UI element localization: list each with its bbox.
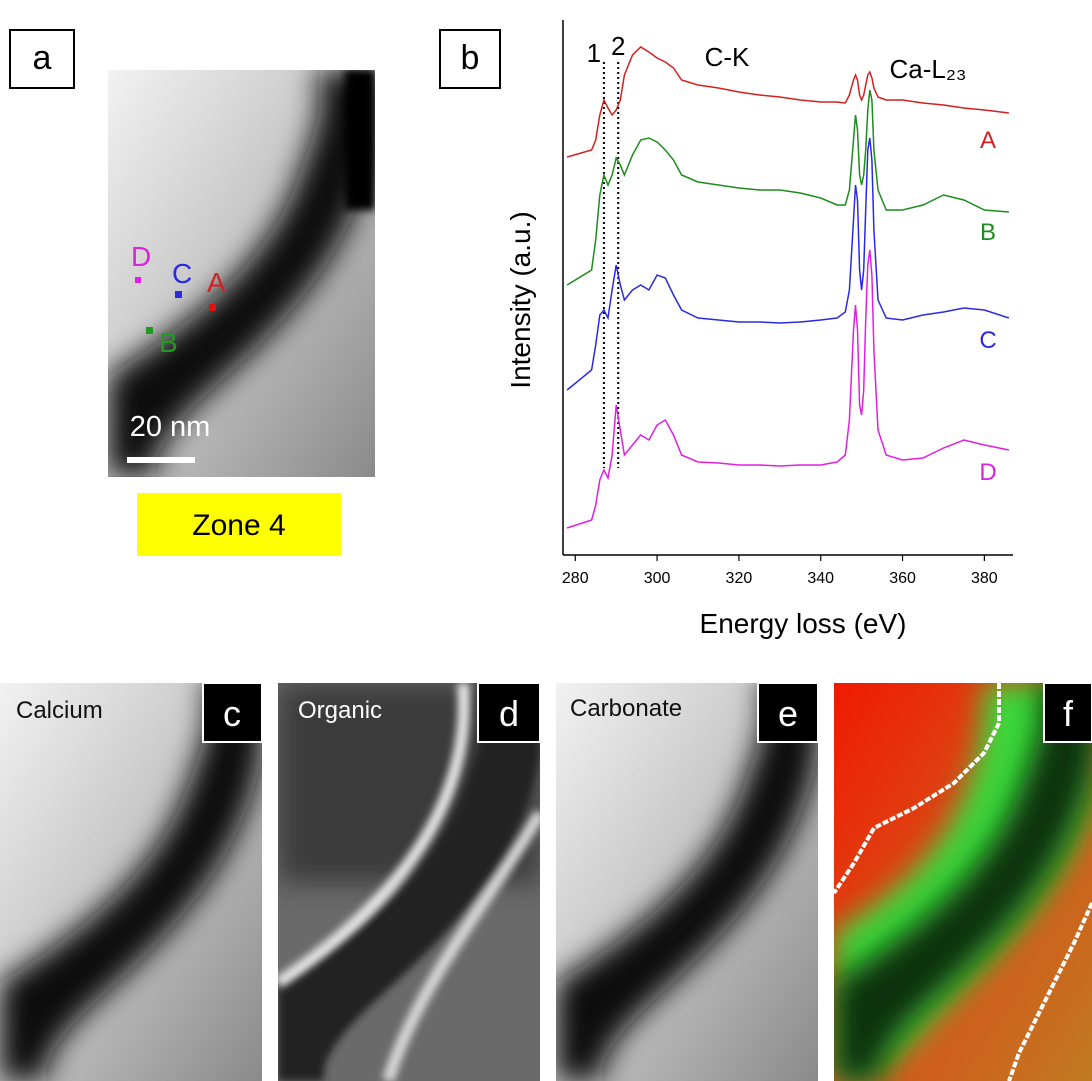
page: a D C A B 20 nm Zone 4 b Energy loss (eV… [0, 0, 1092, 1081]
map-title: Organic [298, 697, 382, 724]
annotation: Ca-L₂₃ [889, 54, 966, 84]
point-label: D [131, 241, 151, 272]
panel-letter: e [778, 693, 798, 734]
peak-label: 1 [587, 38, 601, 68]
series-line [567, 250, 1009, 528]
point-marker [146, 327, 153, 334]
y-axis-label: Intensity (a.u.) [505, 211, 536, 388]
panel-letter: d [499, 693, 519, 734]
x-tick-label: 320 [726, 570, 753, 587]
zone-label: Zone 4 [192, 509, 285, 542]
series-label: A [980, 127, 996, 154]
map-f: f [834, 683, 1092, 1081]
point-marker [135, 277, 141, 283]
map-title: Calcium [16, 697, 103, 724]
peak-label: 2 [611, 31, 625, 61]
scale-bar-label: 20 nm [130, 411, 211, 443]
series-label: C [979, 327, 996, 354]
point-marker [209, 304, 216, 311]
series-label: B [980, 219, 996, 246]
x-tick-label: 380 [971, 570, 998, 587]
figure: a D C A B 20 nm Zone 4 b Energy loss (eV… [0, 0, 1092, 1081]
series-label: D [979, 459, 996, 486]
map-c: Calcium c [0, 683, 262, 1081]
map-title: Carbonate [570, 695, 682, 722]
scale-bar [127, 457, 195, 463]
x-tick-label: 300 [644, 570, 671, 587]
series-line [567, 138, 1009, 390]
x-axis-label: Energy loss (eV) [700, 608, 907, 639]
series-line [567, 90, 1009, 285]
panel-letter: b [461, 39, 480, 77]
map-d: Organic d [278, 683, 540, 1081]
panel-letter: c [223, 693, 241, 734]
panel-letter: f [1063, 693, 1074, 734]
panel-letter: a [33, 39, 52, 77]
point-marker [175, 291, 182, 298]
x-tick-label: 340 [807, 570, 834, 587]
annotation: C-K [705, 42, 750, 72]
point-label: C [172, 258, 192, 289]
map-e: Carbonate e [556, 683, 818, 1081]
x-tick-label: 360 [889, 570, 916, 587]
x-tick-label: 280 [562, 570, 589, 587]
point-label: A [207, 267, 226, 298]
point-label: B [159, 327, 178, 358]
